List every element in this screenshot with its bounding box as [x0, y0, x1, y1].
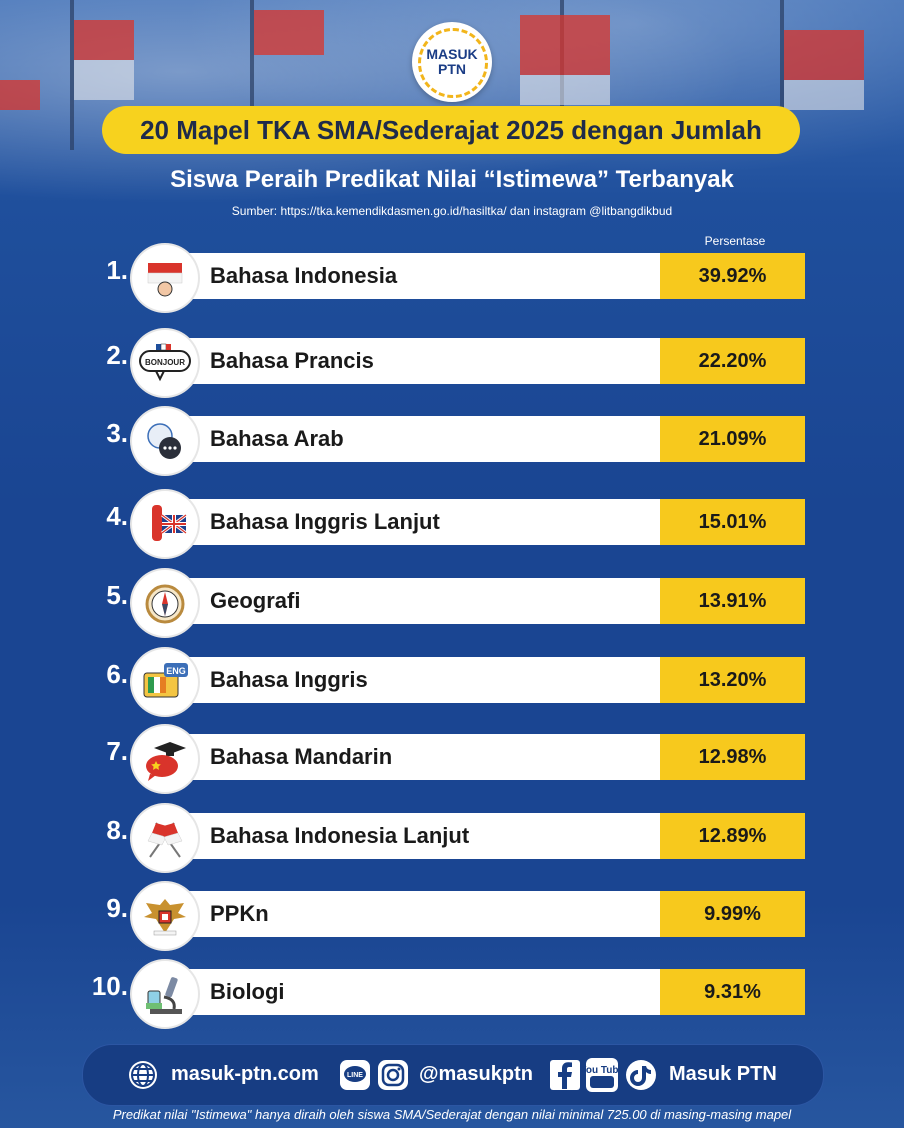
percentage-column-header: Persentase	[704, 234, 766, 248]
rank-number: 2.	[106, 340, 128, 370]
rank-number: 10.	[91, 971, 128, 1001]
subject-name: Bahasa Indonesia	[210, 263, 398, 288]
eng-book-icon: ENG	[132, 649, 198, 715]
tiktok-icon[interactable]	[625, 1059, 657, 1091]
microscope-icon	[132, 961, 198, 1027]
subject-name: Bahasa Mandarin	[210, 744, 393, 769]
percentage-value: 9.99%	[660, 891, 805, 937]
rank-number: 7.	[106, 736, 128, 766]
rank-number: 6.	[106, 659, 128, 689]
list-item: 1. Bahasa Indonesia 39.92%	[0, 245, 904, 311]
rank-number: 8.	[106, 815, 128, 845]
subject-name: Bahasa Inggris Lanjut	[210, 509, 440, 534]
subject-name: Bahasa Prancis	[210, 348, 374, 373]
percentage-value: 15.01%	[660, 499, 805, 545]
rank-number: 3.	[106, 418, 128, 448]
uk-flag-icon	[132, 491, 198, 557]
footer-contact-bar: masuk-ptn.com LINE @masukptn You Tube Ma…	[82, 1044, 824, 1106]
subject-name: Biologi	[210, 979, 285, 1004]
bonjour-icon-text: BONJOUR	[145, 358, 185, 367]
rank-number: 4.	[106, 501, 128, 531]
eng-icon-text: ENG	[166, 666, 186, 676]
masuk-ptn-logo: MASUK PTN	[412, 22, 492, 102]
list-item: 2. BONJOUR Bahasa Prancis 22.20%	[0, 330, 904, 396]
row-bar	[170, 338, 660, 384]
globe-icon	[129, 1061, 157, 1089]
page-title: 20 Mapel TKA SMA/Sederajat 2025 dengan J…	[102, 106, 800, 154]
footnote: Predikat nilai "Istimewa" hanya diraih o…	[112, 1107, 792, 1122]
source-text: Sumber: https://tka.kemendikdasmen.go.id…	[231, 204, 673, 218]
list-item: 4. Bahasa Inggris Lanjut 15.01%	[0, 491, 904, 557]
line-icon-text: LINE	[347, 1072, 363, 1079]
list-item: 3. Bahasa Arab 21.09%	[0, 408, 904, 474]
rank-number: 5.	[106, 580, 128, 610]
subject-name: Geografi	[210, 588, 301, 613]
facebook-icon[interactable]	[549, 1059, 581, 1091]
row-bar	[170, 499, 660, 545]
list-item: 7. Bahasa Mandarin 12.98%	[0, 726, 904, 792]
line-icon[interactable]: LINE	[339, 1059, 371, 1091]
row-bar	[170, 891, 660, 937]
list-item: 6. ENG Bahasa Inggris 13.20%	[0, 649, 904, 715]
percentage-value: 22.20%	[660, 338, 805, 384]
row-bar	[170, 734, 660, 780]
instagram-icon[interactable]	[377, 1059, 409, 1091]
row-bar	[170, 969, 660, 1015]
indonesia-flag-icon	[132, 245, 198, 311]
arabic-speech-icon	[132, 408, 198, 474]
rank-number: 1.	[106, 255, 128, 285]
youtube-icon-text: You Tube	[585, 1065, 619, 1076]
bonjour-speech-icon: BONJOUR	[132, 330, 198, 396]
percentage-value: 21.09%	[660, 416, 805, 462]
garuda-icon	[132, 883, 198, 949]
subject-name: PPKn	[210, 901, 269, 926]
crossed-flags-icon	[132, 805, 198, 871]
compass-icon	[132, 570, 198, 636]
percentage-value: 13.20%	[660, 657, 805, 703]
subject-name: Bahasa Inggris	[210, 667, 368, 692]
page-subtitle: Siswa Peraih Predikat Nilai “Istimewa” T…	[170, 166, 734, 193]
percentage-value: 12.98%	[660, 734, 805, 780]
percentage-value: 39.92%	[660, 253, 805, 299]
youtube-icon[interactable]: You Tube	[585, 1057, 619, 1093]
list-item: 5. Geografi 13.91%	[0, 570, 904, 636]
brand-name[interactable]: Masuk PTN	[669, 1063, 777, 1085]
list-item: 10. Biologi 9.31%	[0, 961, 904, 1027]
subject-name: Bahasa Arab	[210, 426, 344, 451]
subject-name: Bahasa Indonesia Lanjut	[210, 823, 470, 848]
row-bar	[170, 253, 660, 299]
row-bar	[170, 813, 660, 859]
percentage-value: 13.91%	[660, 578, 805, 624]
row-bar	[170, 416, 660, 462]
row-bar	[170, 578, 660, 624]
percentage-value: 9.31%	[660, 969, 805, 1015]
rank-number: 9.	[106, 893, 128, 923]
percentage-value: 12.89%	[660, 813, 805, 859]
china-chat-icon	[132, 726, 198, 792]
list-item: 9. PPKn 9.99%	[0, 883, 904, 949]
list-item: 8. Bahasa Indonesia Lanjut 12.89%	[0, 805, 904, 871]
social-handle[interactable]: @masukptn	[419, 1063, 533, 1085]
row-bar	[170, 657, 660, 703]
website-link[interactable]: masuk-ptn.com	[171, 1063, 319, 1085]
